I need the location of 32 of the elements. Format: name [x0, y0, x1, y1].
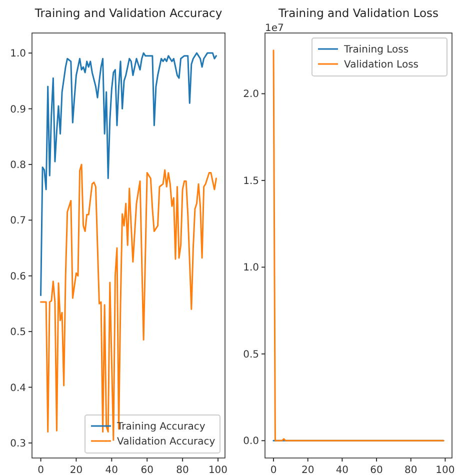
x-tick-label: 0: [270, 465, 277, 475]
x-tick-label: 60: [370, 465, 383, 475]
annotation: 1e7: [265, 23, 284, 34]
legend-label: Training Loss: [343, 44, 409, 56]
x-tick-label: 60: [140, 465, 154, 475]
y-tick-label: 0.4: [10, 382, 26, 394]
y-tick-label: 0.6: [10, 271, 26, 282]
y-tick-label: 0.9: [10, 104, 26, 116]
legend-label: Validation Loss: [344, 60, 418, 70]
chart-title: Training and Validation Loss: [278, 6, 438, 20]
x-tick-label: 80: [404, 465, 418, 475]
y-tick-label: 0.0: [243, 436, 259, 448]
x-tick-label: 20: [70, 465, 83, 475]
x-tick-label: 20: [301, 465, 314, 475]
x-tick-label: 100: [208, 465, 228, 475]
x-tick-label: 40: [336, 465, 349, 475]
x-tick-label: 0: [38, 465, 44, 475]
y-tick-label: 0.5: [243, 349, 259, 360]
y-tick-label: 0.8: [10, 160, 26, 171]
legend-label: Validation Accuracy: [117, 436, 216, 448]
line-series: [40, 52, 217, 296]
y-tick-label: 0.3: [10, 438, 26, 450]
y-tick-label: 1.0: [10, 48, 26, 60]
x-tick-label: 80: [176, 465, 189, 475]
y-tick-label: 0.7: [10, 216, 26, 227]
x-tick-label: 100: [436, 465, 455, 475]
y-tick-label: 1.5: [243, 176, 259, 187]
y-tick-label: 0.5: [10, 327, 26, 338]
chart-title: Training and Validation Accuracy: [34, 6, 222, 20]
y-tick-label: 1.0: [243, 262, 259, 274]
x-tick-label: 40: [105, 465, 118, 475]
y-tick-label: 2.0: [243, 89, 259, 100]
